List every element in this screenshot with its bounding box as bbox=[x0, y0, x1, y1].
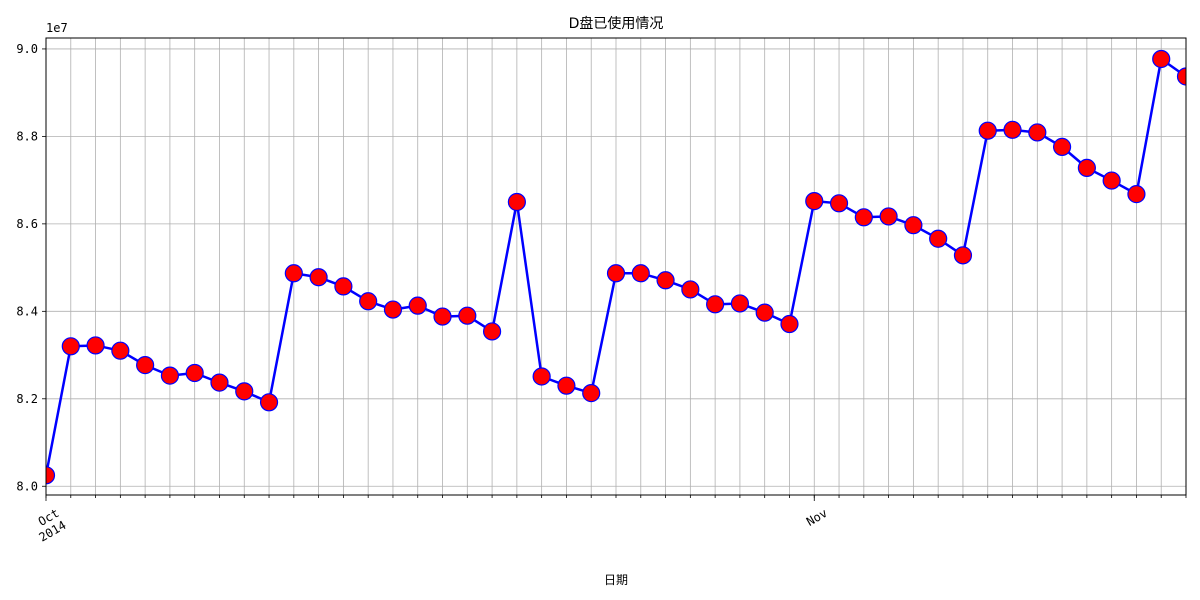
y-tick-label: 8.6 bbox=[16, 217, 38, 231]
data-point bbox=[160, 366, 180, 385]
data-point bbox=[681, 280, 700, 299]
data-point bbox=[706, 295, 725, 314]
data-point bbox=[1077, 158, 1096, 177]
data-point bbox=[86, 336, 105, 355]
data-point bbox=[359, 292, 378, 311]
y-axis: 8.0 8.2 8.4 8.6 8.8 9.0 bbox=[16, 42, 46, 493]
data-point bbox=[631, 264, 650, 283]
data-point bbox=[557, 376, 576, 395]
data-point bbox=[482, 322, 502, 341]
data-point bbox=[46, 466, 56, 485]
x-axis-label: 日期 bbox=[604, 573, 628, 587]
data-point bbox=[953, 246, 973, 265]
data-point bbox=[606, 264, 626, 283]
data-point bbox=[978, 121, 997, 140]
chart-title: D盘已使用情况 bbox=[569, 15, 664, 32]
data-point bbox=[904, 216, 923, 235]
data-point bbox=[507, 192, 526, 212]
data-point bbox=[383, 300, 403, 319]
y-tick-label: 8.8 bbox=[16, 129, 38, 143]
data-point bbox=[829, 194, 849, 213]
data-point bbox=[334, 277, 353, 296]
data-point bbox=[61, 337, 80, 356]
data-point bbox=[136, 356, 155, 375]
data-point bbox=[780, 314, 799, 334]
data-point bbox=[879, 207, 898, 226]
data-point bbox=[929, 229, 948, 248]
data-point bbox=[854, 208, 873, 227]
data-point bbox=[1102, 171, 1121, 190]
y-tick-label: 8.2 bbox=[16, 392, 38, 406]
data-point bbox=[210, 373, 229, 392]
data-point bbox=[1003, 120, 1022, 139]
y-offset-label: 1e7 bbox=[46, 21, 68, 35]
data-point bbox=[755, 303, 774, 322]
y-tick-label: 9.0 bbox=[16, 42, 38, 56]
data-point bbox=[1176, 67, 1186, 86]
data-point bbox=[1152, 49, 1171, 69]
data-point bbox=[408, 296, 427, 315]
data-point bbox=[805, 192, 824, 211]
data-point bbox=[656, 271, 675, 290]
y-tick-label: 8.0 bbox=[16, 479, 38, 493]
data-point bbox=[1028, 123, 1047, 142]
data-point bbox=[730, 294, 750, 313]
series-layer bbox=[46, 49, 1186, 485]
data-point bbox=[284, 264, 303, 283]
data-point bbox=[111, 341, 130, 360]
data-point bbox=[185, 363, 204, 383]
data-point bbox=[532, 367, 551, 386]
data-point bbox=[458, 306, 477, 325]
y-tick-label: 8.4 bbox=[16, 304, 38, 318]
data-point bbox=[1127, 185, 1146, 204]
data-point bbox=[1052, 137, 1072, 156]
data-point bbox=[259, 393, 279, 412]
data-point bbox=[582, 384, 601, 403]
data-point bbox=[309, 268, 328, 287]
data-point bbox=[235, 382, 254, 401]
data-point bbox=[433, 307, 452, 326]
